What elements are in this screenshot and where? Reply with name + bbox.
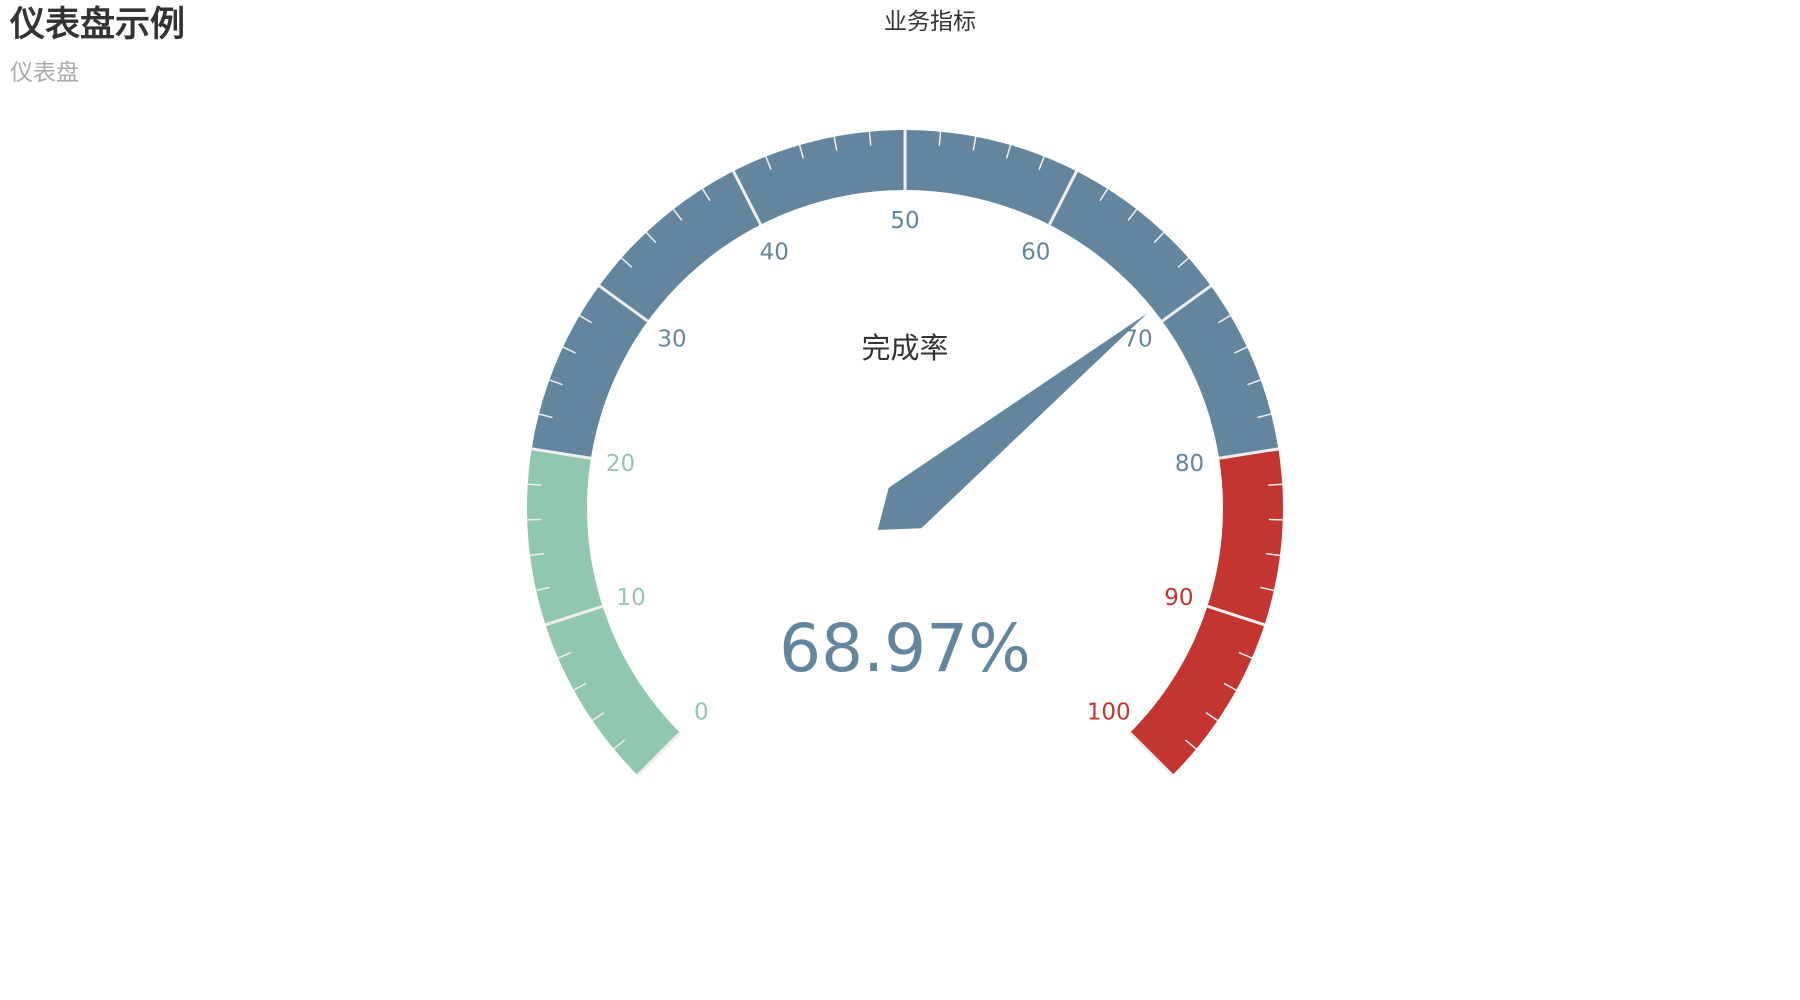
gauge-axis-bands <box>527 130 1284 776</box>
gauge-pointer <box>877 313 1148 530</box>
gauge-split-line <box>1128 731 1174 777</box>
gauge-tick <box>1260 586 1275 592</box>
gauge-tick <box>1238 651 1253 659</box>
gauge-tick <box>1234 346 1248 354</box>
gauge-tick <box>1184 739 1197 750</box>
page-subtitle: 仪表盘 <box>10 60 79 86</box>
gauge-value: 68.97% <box>779 610 1031 687</box>
gauge-tick <box>1257 413 1272 419</box>
gauge-axis-label: 20 <box>606 451 635 477</box>
gauge-tick <box>645 231 657 244</box>
gauge-tick <box>1247 379 1261 386</box>
gauge-band-2 <box>1129 448 1284 776</box>
gauge-tick <box>1266 552 1281 557</box>
gauge-tick <box>591 711 605 722</box>
gauge-split-line <box>732 170 762 226</box>
gauge-axis-label: 90 <box>1164 585 1193 611</box>
gauge-tick <box>1099 188 1109 202</box>
gauge-split-lines <box>531 130 1279 777</box>
gauge-axis-label: 50 <box>890 208 919 234</box>
gauge-ticks <box>527 131 1283 750</box>
gauge-split-line <box>1218 447 1279 460</box>
gauge-axis-label: 0 <box>694 700 709 726</box>
gauge-tick <box>1005 144 1012 159</box>
gauge-axis-label: 100 <box>1087 700 1131 726</box>
gauge-tick <box>1268 483 1283 486</box>
gauge-axis-label: 10 <box>616 585 645 611</box>
gauge-tick <box>529 552 544 557</box>
legend-label[interactable]: 业务指标 <box>884 9 976 35</box>
gauge-split-line <box>598 284 649 323</box>
gauge-tick <box>1038 156 1045 170</box>
gauge-axis-label: 80 <box>1175 451 1204 477</box>
gauge-axis-label: 60 <box>1021 239 1050 265</box>
gauge-tick <box>1223 682 1237 691</box>
gauge-tick <box>868 131 872 146</box>
gauge-tick <box>701 188 711 202</box>
gauge-split-line <box>531 447 592 460</box>
gauge-tick <box>938 131 942 146</box>
gauge-split-line <box>1206 604 1265 627</box>
gauge-tick <box>1217 314 1231 324</box>
gauge-tick <box>557 651 572 659</box>
gauge-tick <box>573 682 587 691</box>
gauge-tick <box>562 346 576 354</box>
gauge-split-line <box>636 731 682 777</box>
gauge-tick <box>765 156 772 170</box>
gauge-tick <box>972 136 977 151</box>
gauge-name: 完成率 <box>861 331 948 365</box>
gauge-tick <box>1205 711 1219 722</box>
gauge-tick <box>527 483 542 486</box>
gauge-band-0 <box>527 448 681 776</box>
gauge-tick <box>538 413 553 419</box>
gauge-split-line <box>1161 284 1212 323</box>
gauge-tick <box>549 379 563 386</box>
page-title: 仪表盘示例 <box>10 5 186 45</box>
gauge-axis-label: 40 <box>760 239 789 265</box>
gauge-tick <box>613 739 626 750</box>
gauge-split-line <box>1048 170 1078 226</box>
gauge-tick <box>1177 257 1190 268</box>
gauge-split-line <box>545 604 604 627</box>
gauge-band-1 <box>531 130 1279 459</box>
gauge-tick <box>672 208 683 221</box>
gauge-tick <box>620 257 633 268</box>
gauge-tick <box>1127 208 1138 221</box>
gauge-tick <box>833 136 838 151</box>
gauge-tick <box>798 144 805 159</box>
gauge-axis-label: 30 <box>657 327 686 353</box>
gauge-tick <box>535 586 550 592</box>
gauge-tick <box>1153 231 1165 244</box>
gauge-tick <box>579 314 593 324</box>
